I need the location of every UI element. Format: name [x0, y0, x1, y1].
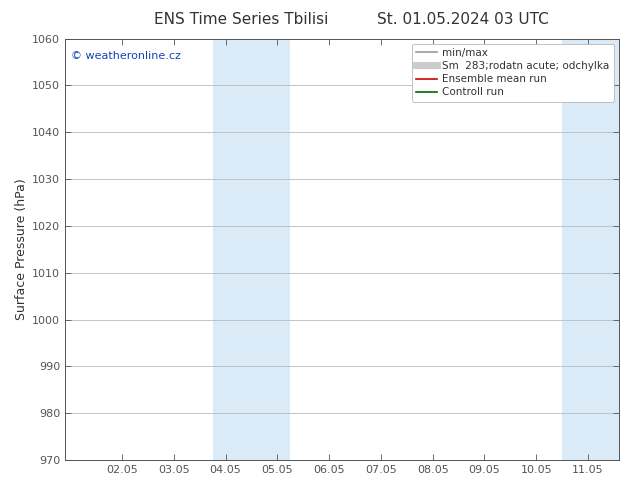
- Y-axis label: Surface Pressure (hPa): Surface Pressure (hPa): [15, 178, 28, 320]
- Text: St. 01.05.2024 03 UTC: St. 01.05.2024 03 UTC: [377, 12, 548, 27]
- Text: © weatheronline.cz: © weatheronline.cz: [71, 51, 181, 61]
- Legend: min/max, Sm  283;rodatn acute; odchylka, Ensemble mean run, Controll run: min/max, Sm 283;rodatn acute; odchylka, …: [412, 44, 614, 101]
- Bar: [212, 39, 290, 460]
- Bar: [562, 39, 627, 460]
- Text: ENS Time Series Tbilisi: ENS Time Series Tbilisi: [153, 12, 328, 27]
